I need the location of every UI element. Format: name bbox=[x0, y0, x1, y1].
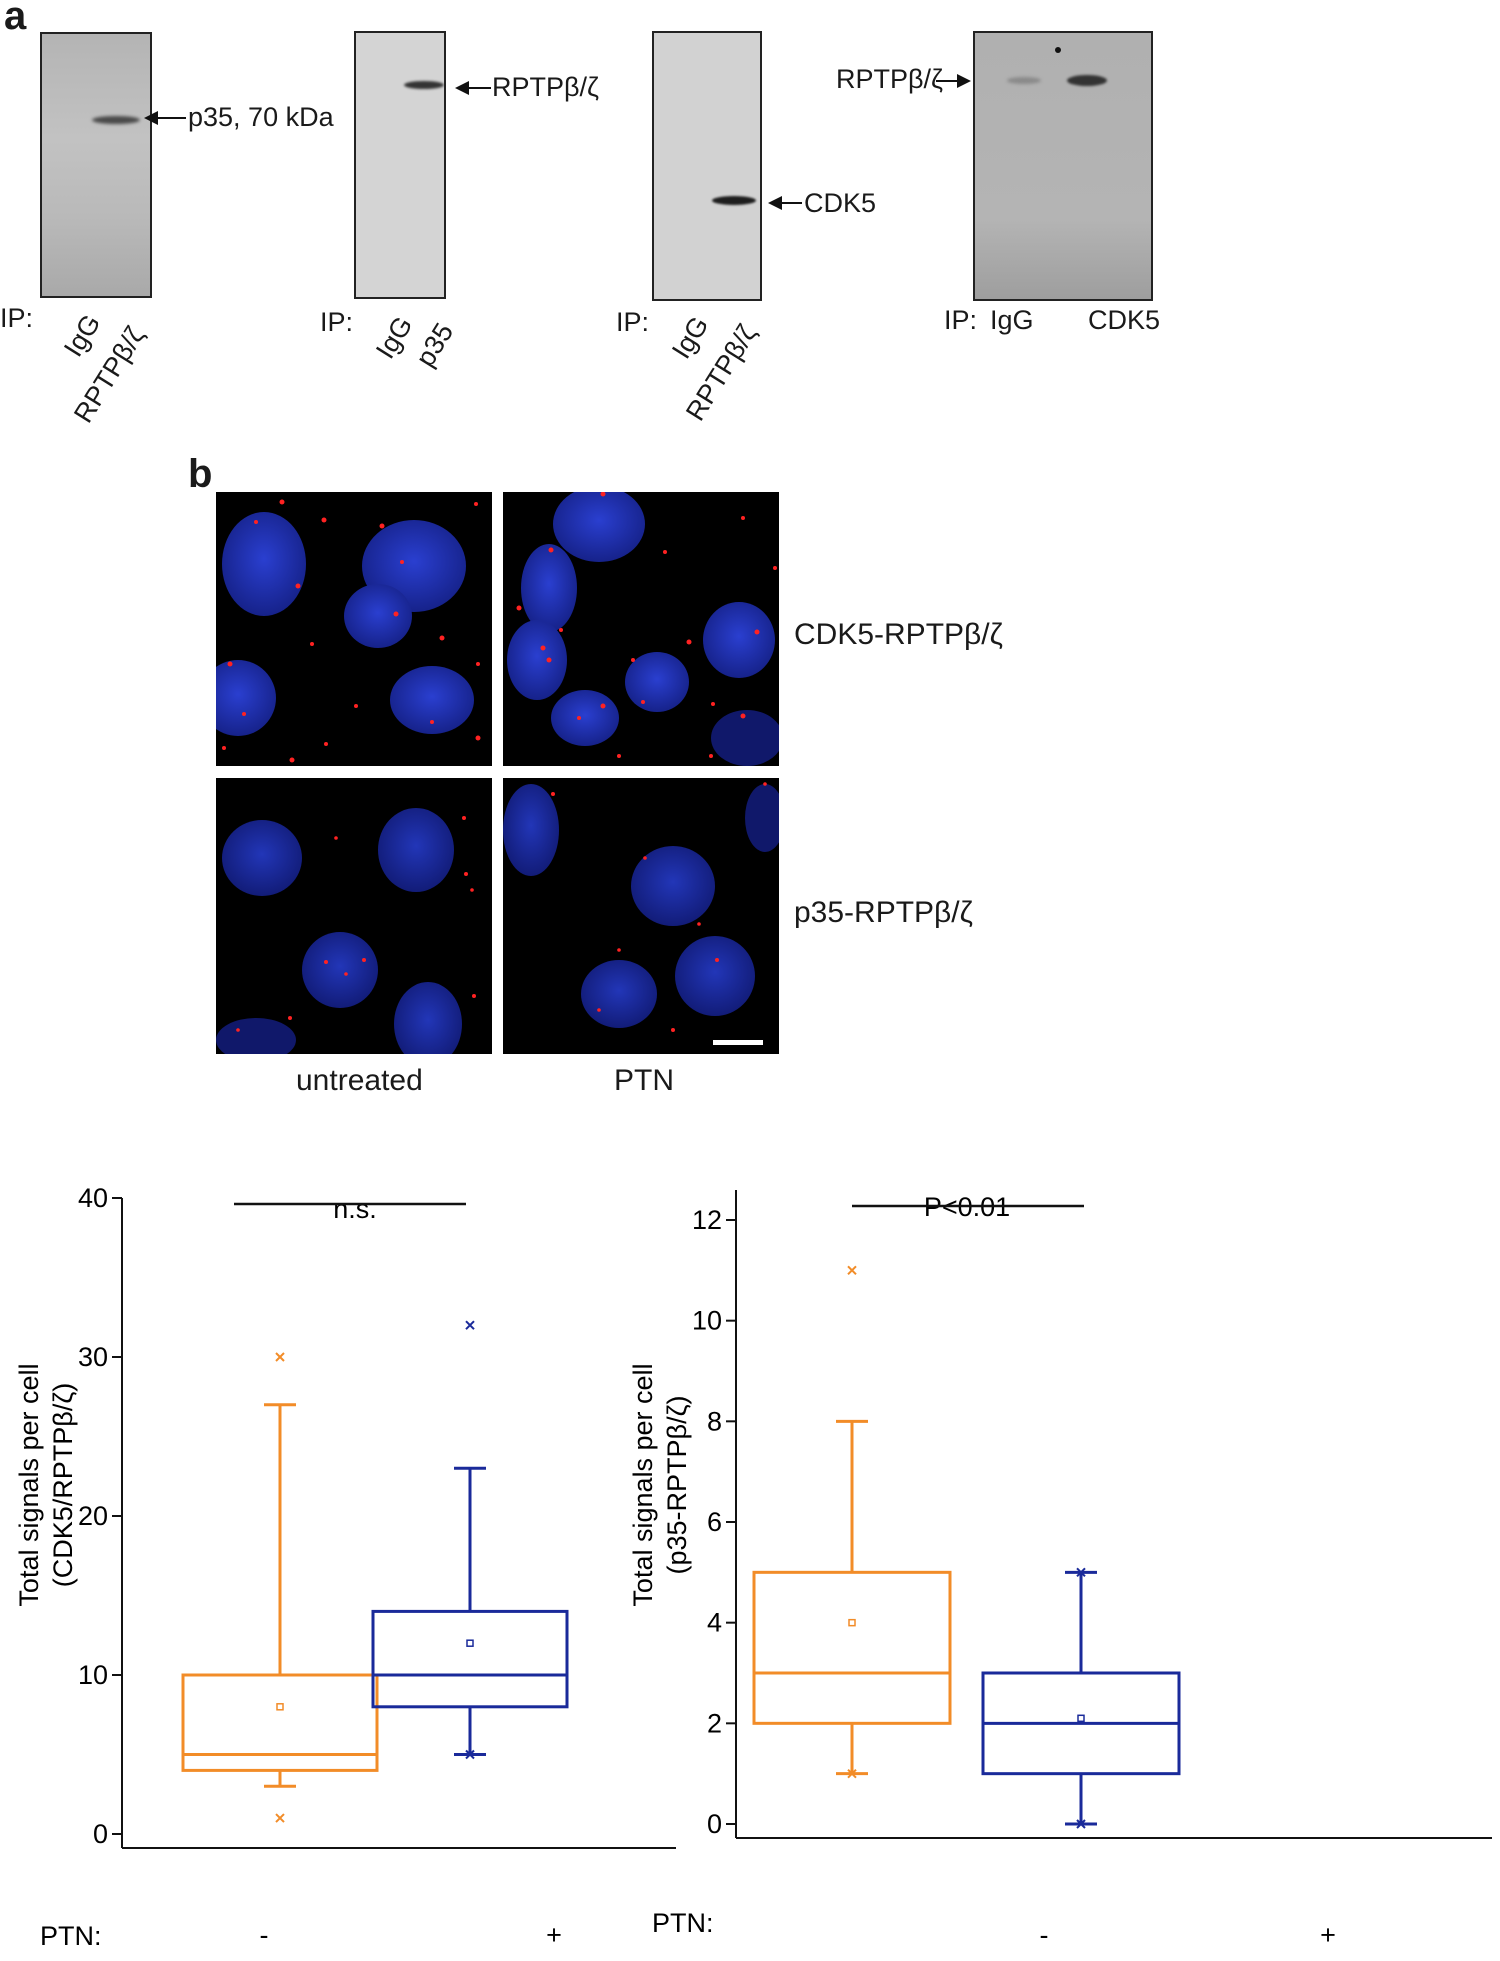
micrograph-untreated-cdk5 bbox=[216, 492, 492, 766]
ip-label-blot-2: IP: bbox=[320, 307, 354, 337]
ylabel-line1: Total signals per cell bbox=[14, 1363, 44, 1606]
mean-marker bbox=[276, 1703, 284, 1711]
box-plots: Total signals per cell (CDK5/RPTPβ/ζ) n.… bbox=[14, 1183, 1492, 1951]
y-tick-label: 40 bbox=[78, 1183, 108, 1213]
micrograph-image bbox=[507, 492, 779, 766]
outlier-marker bbox=[1076, 1567, 1086, 1578]
y-tick-label: 8 bbox=[707, 1406, 722, 1436]
panel-a-letter: a bbox=[4, 0, 27, 38]
ptn-axis-label: PTN: bbox=[652, 1908, 714, 1938]
arrow-line bbox=[780, 202, 802, 204]
arrow-icon bbox=[455, 81, 469, 95]
outlier-marker bbox=[275, 1352, 285, 1362]
blot-band bbox=[712, 196, 756, 205]
box bbox=[371, 1609, 569, 1709]
y-tick-label: 0 bbox=[93, 1819, 108, 1849]
row-label-cdk5: CDK5-RPTPβ/ζ bbox=[794, 618, 1003, 651]
ptn-axis-label: PTN: bbox=[40, 1921, 102, 1951]
outlier-marker bbox=[1076, 1819, 1086, 1829]
y-tick-label: 2 bbox=[707, 1708, 722, 1738]
arrow-icon bbox=[768, 196, 782, 210]
band-label-blot-1: p35, 70 kDa bbox=[188, 102, 334, 132]
blot-speck bbox=[1055, 47, 1061, 53]
outlier-marker bbox=[465, 1749, 475, 1760]
lane-label: IgG bbox=[990, 305, 1034, 335]
row-label-p35: p35-RPTPβ/ζ bbox=[794, 896, 973, 929]
col-label-untreated: untreated bbox=[296, 1064, 423, 1097]
ip-label-blot-4: IP: bbox=[944, 305, 978, 335]
col-label-ptn: PTN bbox=[614, 1064, 674, 1097]
micrograph-untreated-p35 bbox=[216, 778, 492, 1054]
blot-band bbox=[404, 81, 444, 89]
box-plot-p35: Total signals per cell (p35-RPTPβ/ζ) P<0… bbox=[628, 1190, 1492, 1950]
x-category-label: + bbox=[546, 1920, 562, 1950]
outlier-marker bbox=[275, 1813, 285, 1823]
lane-label: IgG bbox=[58, 309, 107, 362]
micrograph-image bbox=[503, 782, 779, 1045]
mean-marker bbox=[848, 1618, 856, 1627]
significance-label: n.s. bbox=[333, 1194, 377, 1224]
western-blot-3 bbox=[652, 31, 762, 301]
mean-marker bbox=[1077, 1714, 1085, 1723]
micrograph-ptn-p35 bbox=[503, 778, 779, 1054]
arrow-line bbox=[936, 80, 958, 82]
ylabel-line1: Total signals per cell bbox=[628, 1363, 658, 1606]
x-category-label: + bbox=[1320, 1920, 1336, 1950]
x-category-label: - bbox=[1040, 1920, 1049, 1950]
ylabel-line2: (p35-RPTPβ/ζ) bbox=[662, 1396, 692, 1575]
y-tick-label: 20 bbox=[78, 1501, 108, 1531]
ylabel-line2: (CDK5/RPTPβ/ζ) bbox=[48, 1383, 78, 1587]
western-blot-2 bbox=[354, 31, 446, 299]
ip-label-blot-1: IP: bbox=[0, 303, 34, 333]
blot-band bbox=[1007, 77, 1041, 84]
y-tick-label: 10 bbox=[692, 1306, 722, 1336]
panel-b-letter: b bbox=[188, 452, 213, 496]
blot-band bbox=[92, 116, 140, 124]
outlier-marker bbox=[465, 1320, 475, 1330]
scale-bar bbox=[713, 1040, 763, 1045]
y-tick-label: 6 bbox=[707, 1507, 722, 1537]
ip-label-blot-3: IP: bbox=[616, 307, 650, 337]
y-tick-label: 12 bbox=[692, 1205, 722, 1235]
band-label-blot-4: RPTPβ/ζ bbox=[836, 64, 943, 94]
outlier-marker bbox=[847, 1768, 857, 1779]
micrograph-image bbox=[216, 808, 476, 1054]
y-tick-label: 30 bbox=[78, 1342, 108, 1372]
lane-label: CDK5 bbox=[1088, 305, 1161, 335]
box-plot-cdk5: Total signals per cell (CDK5/RPTPβ/ζ) n.… bbox=[14, 1183, 676, 1950]
box bbox=[181, 1673, 379, 1772]
y-tick-label: 0 bbox=[707, 1809, 722, 1839]
band-label-blot-2: RPTPβ/ζ bbox=[492, 72, 599, 102]
arrow-icon bbox=[957, 74, 971, 88]
mean-marker bbox=[466, 1639, 474, 1647]
arrow-icon bbox=[144, 111, 158, 125]
y-tick-label: 4 bbox=[707, 1608, 722, 1638]
lane-label: IgG bbox=[666, 311, 715, 364]
western-blot-4 bbox=[973, 31, 1153, 301]
blot-band bbox=[1067, 75, 1107, 86]
band-label-blot-3: CDK5 bbox=[804, 188, 877, 218]
micrograph-image bbox=[216, 499, 481, 763]
micrograph-ptn-cdk5 bbox=[503, 492, 779, 766]
box bbox=[752, 1570, 952, 1725]
y-tick-label: 10 bbox=[78, 1660, 108, 1690]
x-category-label: - bbox=[260, 1920, 269, 1950]
arrow-line bbox=[467, 87, 491, 89]
western-blot-1 bbox=[40, 32, 152, 298]
arrow-line bbox=[156, 117, 186, 119]
outlier-marker bbox=[847, 1265, 857, 1276]
